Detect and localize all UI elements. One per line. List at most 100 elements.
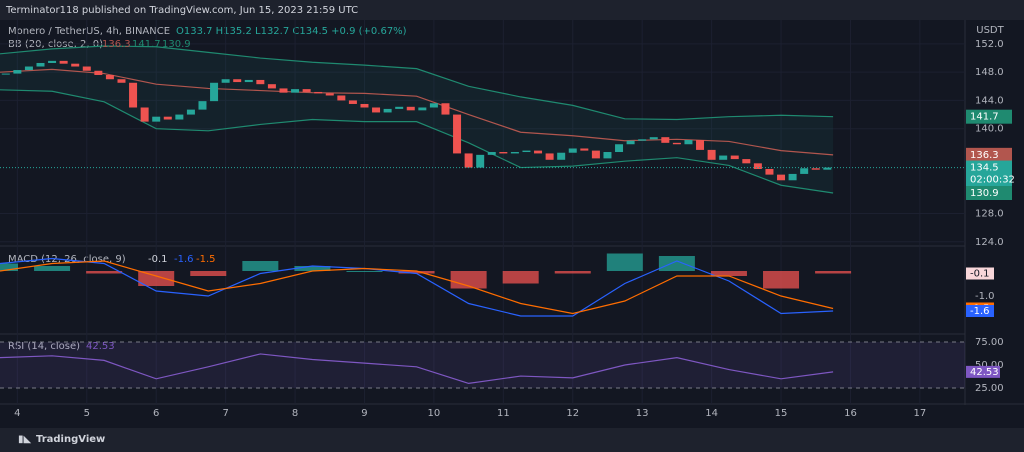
- candle: [337, 95, 346, 101]
- candle: [105, 74, 114, 80]
- rsi-name: RSI (14, close): [8, 341, 80, 352]
- candle: [788, 173, 797, 181]
- candle: [1, 73, 10, 75]
- y-tick-label: 75.00: [975, 337, 1004, 348]
- macd-hist: [346, 271, 383, 272]
- price-tag: [966, 109, 1012, 124]
- macd-hist: [294, 266, 331, 271]
- candle: [59, 60, 68, 64]
- candle: [163, 116, 172, 120]
- candle: [383, 108, 392, 113]
- value-tag-label: 42.53: [970, 367, 999, 378]
- macd-line: [0, 257, 834, 317]
- y-tick-label: 124.0: [975, 237, 1004, 248]
- candle: [256, 79, 265, 85]
- macd-hist: [554, 271, 591, 274]
- macd-hist: [86, 271, 123, 274]
- candle: [395, 106, 404, 109]
- candle: [603, 152, 612, 159]
- x-tick-label: 17: [914, 408, 927, 419]
- bb-line: [0, 45, 834, 121]
- candle: [24, 66, 33, 71]
- x-tick-label: 9: [361, 408, 367, 419]
- macd-hist: [190, 271, 227, 276]
- bb-band: [0, 46, 834, 194]
- value-tag: [966, 305, 994, 317]
- footer-bar: [0, 428, 1024, 452]
- header: Terminator118 published on TradingView.c…: [5, 5, 358, 16]
- logo: ▮◣: [18, 434, 32, 445]
- candle: [453, 114, 462, 154]
- candle: [372, 107, 381, 113]
- rsi-band: [0, 341, 965, 389]
- macd-hist: [34, 266, 71, 271]
- legend-value: 136.3: [102, 39, 131, 50]
- candle: [591, 150, 600, 159]
- x-tick-label: 12: [566, 408, 579, 419]
- candle: [48, 60, 57, 63]
- candle: [696, 140, 705, 150]
- candle: [638, 139, 647, 141]
- price-tag-label: 136.3: [970, 150, 999, 161]
- legend-value: -1.6: [174, 254, 194, 265]
- candle: [557, 152, 566, 160]
- legend-value: 42.53: [86, 341, 115, 352]
- candle: [626, 140, 635, 145]
- candle: [279, 88, 288, 93]
- candle: [117, 79, 126, 83]
- x-tick-label: 13: [636, 408, 649, 419]
- rsi-line: [0, 353, 834, 385]
- footer: TradingView: [36, 434, 105, 445]
- candle: [823, 167, 832, 170]
- x-tick-label: 7: [222, 408, 228, 419]
- candle: [765, 168, 774, 175]
- price-tag: [966, 160, 1012, 187]
- bb-line: [0, 68, 834, 156]
- macd-hist: [763, 271, 800, 289]
- candle: [719, 155, 728, 160]
- candle: [534, 150, 543, 154]
- x-tick-label: 5: [84, 408, 90, 419]
- candle: [742, 159, 751, 164]
- value-tag: [966, 365, 1000, 378]
- candle: [210, 82, 219, 102]
- candle: [429, 103, 438, 108]
- y-tick-label: -1.0: [975, 291, 995, 302]
- candle: [302, 89, 311, 92]
- macd-hist: [450, 271, 487, 289]
- candle: [615, 144, 624, 153]
- x-tick-label: 10: [428, 408, 441, 419]
- candle: [152, 116, 161, 122]
- header-bar: [0, 0, 1024, 20]
- y-tick-label: 25.00: [975, 383, 1004, 394]
- y-tick-label: 50.00: [975, 360, 1004, 371]
- candle: [672, 142, 681, 145]
- candle: [684, 140, 693, 145]
- y-tick-label: 140.0: [975, 124, 1004, 135]
- x-tick-label: 8: [292, 408, 298, 419]
- macd-hist: [815, 271, 852, 274]
- macd-hist: [606, 253, 643, 271]
- candle: [510, 152, 519, 154]
- value-tag-label: -0.1: [970, 269, 990, 280]
- candle: [487, 152, 496, 155]
- candle: [94, 70, 103, 75]
- countdown: 02:00:32: [970, 175, 1015, 186]
- candle: [777, 174, 786, 181]
- candle: [140, 107, 149, 122]
- candle: [568, 148, 577, 153]
- x-tick-label: 15: [775, 408, 788, 419]
- x-tick-label: 16: [844, 408, 857, 419]
- macd-hist: [0, 263, 18, 271]
- legend-value: 130.9: [162, 39, 191, 50]
- candle: [360, 103, 369, 108]
- legend-value: 141.7: [132, 39, 161, 50]
- candle: [198, 101, 207, 110]
- x-tick-label: 14: [705, 408, 718, 419]
- candle: [580, 148, 589, 151]
- candle: [707, 149, 716, 160]
- candle: [661, 137, 670, 143]
- candle: [418, 107, 427, 111]
- candle: [464, 153, 473, 168]
